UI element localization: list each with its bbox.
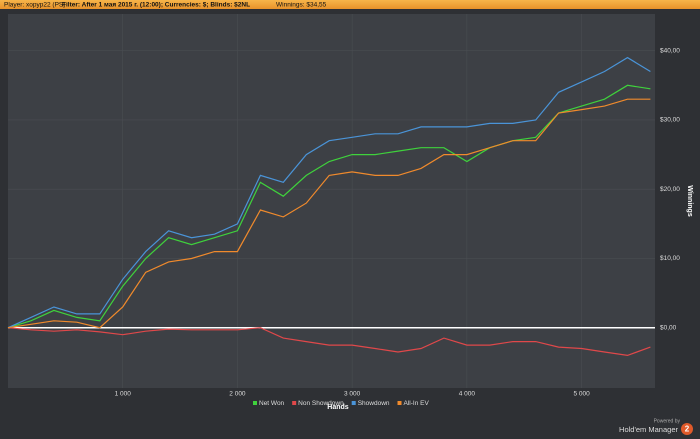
brand-badge <box>681 423 693 435</box>
x-axis-label: Hands <box>327 404 349 411</box>
series-line <box>7 98 651 329</box>
legend-swatch <box>292 401 297 405</box>
legend-swatch <box>397 401 402 405</box>
legend-label: Showdown <box>358 400 390 407</box>
brand: Hold'em Manager <box>619 425 678 434</box>
header-bar <box>0 0 700 9</box>
legend-label: Net Won <box>259 400 285 407</box>
powered-by: Powered by <box>654 418 681 424</box>
legend-label: Non Showdown <box>298 400 344 407</box>
series-line <box>7 84 651 329</box>
y-tick-label: $40,00 <box>660 47 680 54</box>
series-line <box>7 56 651 329</box>
y-tick-label: $10,00 <box>660 255 680 262</box>
legend-swatch <box>253 401 257 405</box>
legend-swatch <box>351 401 356 405</box>
series-line <box>7 327 651 357</box>
y-tick-label: $0,00 <box>660 324 677 331</box>
legend-label: All-In EV <box>404 400 430 407</box>
x-tick-label: 2 000 <box>229 391 246 398</box>
y-tick-label: $20,00 <box>660 186 680 193</box>
header-filter: Filter: After 1 мая 2015 г. (12:00); Cur… <box>62 2 250 9</box>
header-player: Player: xopyp22 (PS) <box>4 2 65 9</box>
x-tick-label: 4 000 <box>459 391 476 398</box>
x-tick-label: 3 000 <box>344 391 361 398</box>
x-tick-label: 1 000 <box>115 391 132 398</box>
header-winnings: Winnings: $34,55 <box>276 2 327 9</box>
x-tick-label: 5 000 <box>573 391 590 398</box>
y-axis-label: Winnings <box>686 185 693 217</box>
brand-version: 2 <box>685 425 690 434</box>
plot-area <box>8 14 655 388</box>
y-tick-label: $30,00 <box>660 117 680 124</box>
